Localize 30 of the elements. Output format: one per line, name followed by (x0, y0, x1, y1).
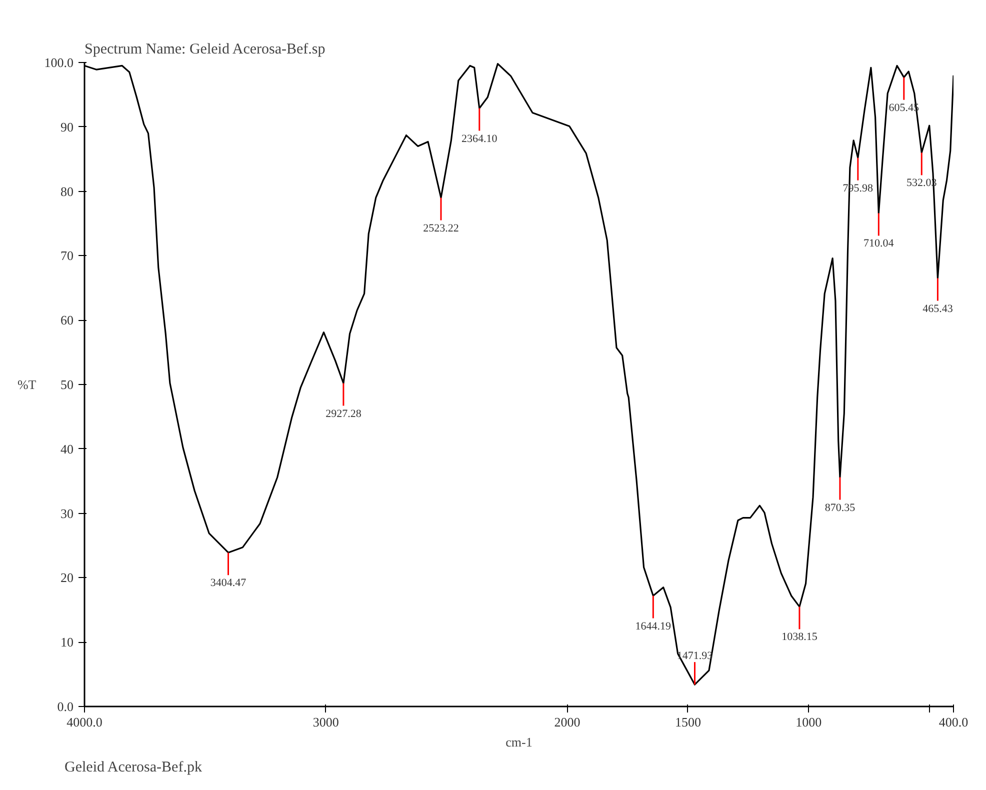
x-tick-label: 3000 (312, 714, 339, 730)
annotation: 3404.47 (210, 577, 247, 590)
y-tick-label: 30 (60, 506, 74, 521)
x-tick-label: 1500 (674, 714, 701, 730)
annotation: 2364.10 (462, 132, 498, 145)
y-tick-label: 60 (60, 312, 74, 328)
annotation: 1038.15 (782, 631, 818, 644)
chart-title: Spectrum Name: Geleid Acerosa-Bef.sp (84, 42, 326, 58)
y-tick-label: 90 (60, 119, 74, 134)
annotation: 1644.19 (635, 620, 672, 632)
annotation: 870.35 (824, 502, 856, 514)
y-tick-label: 10 (60, 634, 74, 650)
x-tick-label: 2000 (554, 714, 580, 730)
y-tick-label: 100.0 (44, 55, 74, 70)
y-tick-label: 70 (60, 248, 74, 264)
text: Geleid Acerosa-Bef.pk (64, 760, 202, 776)
x-tick-label: 4000.0 (66, 714, 102, 730)
x-tick-label: 1000 (796, 714, 822, 730)
y-axis-title: %T (17, 377, 36, 392)
annotation: 465.43 (922, 302, 954, 315)
y-tick-label: 20 (60, 570, 74, 586)
y-tick-label: 80 (60, 184, 74, 199)
y-tick-label: 40 (60, 441, 74, 456)
annotation: 710.04 (864, 238, 894, 250)
x-axis-title: cm-1 (506, 734, 532, 750)
y-tick-label: 50 (60, 377, 74, 392)
annotation: 2523.22 (423, 222, 459, 234)
y-tick-label: 0.0 (57, 699, 74, 714)
x-tick-label: 400.0 (938, 714, 968, 730)
annotation: 2927.28 (326, 408, 362, 420)
